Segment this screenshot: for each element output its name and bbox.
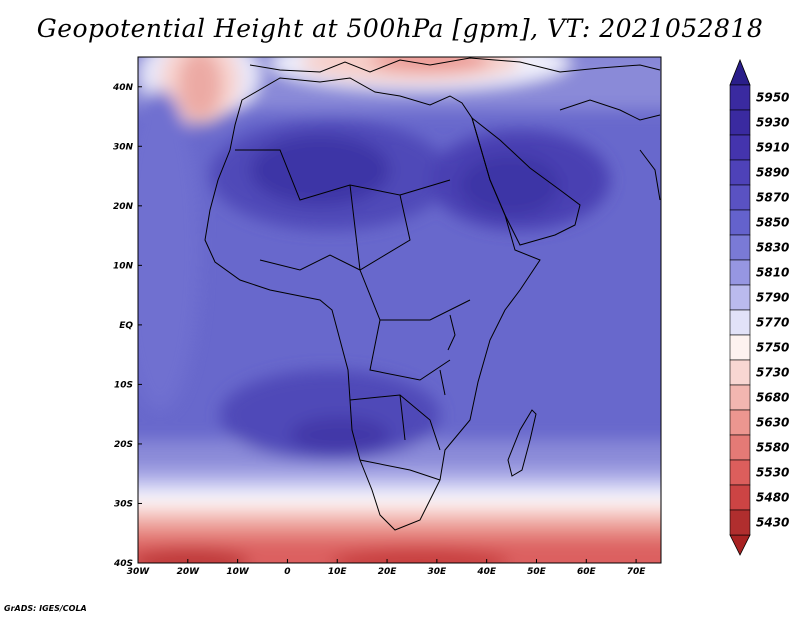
colorbar-swatch xyxy=(729,309,751,336)
lon-tick-label: 60E xyxy=(577,567,597,577)
colorbar-label: 5910 xyxy=(756,141,789,155)
colorbar-swatch xyxy=(729,359,751,386)
colorbar: 5950 5930 5910 5890 5870 5850 5830 5810 5790 5770… xyxy=(729,58,789,556)
lon-tick-label: 10E xyxy=(328,567,348,577)
height-field xyxy=(138,57,661,563)
colorbar-label: 5950 xyxy=(756,91,789,105)
colorbar-label: 5830 xyxy=(756,241,789,255)
colorbar-swatch xyxy=(729,384,751,411)
colorbar-label: 5730 xyxy=(756,366,789,380)
great-lakes xyxy=(439,314,456,396)
borders-central xyxy=(349,179,471,381)
colorbar-label: 5790 xyxy=(756,291,789,305)
lon-tick-label: 70E xyxy=(627,567,647,577)
colorbar-label: 5430 xyxy=(756,516,789,530)
madagascar-coastline xyxy=(507,409,537,477)
lon-tick-label: 50E xyxy=(527,567,547,577)
colorbar-label: 5850 xyxy=(756,216,789,230)
colorbar-swatch xyxy=(729,209,751,236)
colorbar-swatch xyxy=(729,334,751,361)
map-title: Geopotential Height at 500hPa [gpm], VT:… xyxy=(36,14,764,43)
lon-tick-label: 20W xyxy=(177,567,201,577)
colorbar-swatch xyxy=(729,409,751,436)
colorbar-label: 5930 xyxy=(756,116,789,130)
lat-tick-label: 20N xyxy=(113,202,134,212)
lat-tick-label: 20S xyxy=(114,440,133,450)
colorbar-label: 5810 xyxy=(756,266,789,280)
lat-tick-label: 10S xyxy=(114,380,133,390)
lon-ticks: 30W 20W 10W 0 10E 20E 30E 40E 50E 60E 70E xyxy=(127,559,647,577)
lon-tick-label: 0 xyxy=(284,567,290,577)
colorbar-swatch xyxy=(729,109,751,136)
colorbar-swatch xyxy=(729,484,751,511)
coastlines xyxy=(204,57,661,531)
colorbar-label: 5890 xyxy=(756,166,789,180)
lat-tick-label: 40S xyxy=(113,559,133,569)
lat-tick-label: EQ xyxy=(119,321,133,331)
colorbar-bottom-arrow xyxy=(729,534,751,556)
colorbar-label: 5480 xyxy=(756,491,789,505)
europe-coastline xyxy=(249,57,661,73)
lon-tick-label: 30E xyxy=(428,567,448,577)
colorbar-top-arrow xyxy=(729,58,751,86)
india-coastline xyxy=(639,149,661,201)
arabia-coastline xyxy=(471,116,581,246)
colorbar-swatch xyxy=(729,434,751,461)
lat-tick-label: 30N xyxy=(113,142,134,152)
lat-tick-label: 40N xyxy=(112,83,134,93)
colorbar-label: 5770 xyxy=(756,316,789,330)
lon-tick-label: 10W xyxy=(226,567,250,577)
lon-tick-label: 40E xyxy=(476,567,497,577)
borders-south xyxy=(349,394,441,481)
lat-tick-label: 10N xyxy=(113,261,134,271)
colorbar-label: 5530 xyxy=(756,466,789,480)
colorbar-swatch xyxy=(729,509,751,536)
plot-frame xyxy=(137,56,662,564)
credit-text: GrADS: IGES/COLA xyxy=(4,604,87,613)
lon-tick-label: 20E xyxy=(378,567,398,577)
colorbar-label: 5630 xyxy=(756,416,789,430)
colorbar-swatch xyxy=(729,84,751,111)
colorbar-swatch xyxy=(729,234,751,261)
colorbar-label: 5580 xyxy=(756,441,789,455)
lon-tick-label: 30W xyxy=(127,567,151,577)
lat-tick-label: 30S xyxy=(114,499,133,509)
colorbar-swatch xyxy=(729,284,751,311)
colorbar-swatch xyxy=(729,259,751,286)
colorbar-swatch xyxy=(729,159,751,186)
colorbar-label: 5750 xyxy=(756,341,789,355)
colorbar-label: 5870 xyxy=(756,191,789,205)
africa-coastline xyxy=(204,77,541,531)
borders-west-africa xyxy=(235,149,411,271)
colorbar-label: 5680 xyxy=(756,391,789,405)
lat-ticks: 40N 30N 20N 10N EQ 10S 20S 30S 40S xyxy=(112,83,142,569)
colorbar-swatch xyxy=(729,134,751,161)
colorbar-swatch xyxy=(729,184,751,211)
caspian-gulf-coast xyxy=(559,99,661,121)
colorbar-swatch xyxy=(729,459,751,486)
